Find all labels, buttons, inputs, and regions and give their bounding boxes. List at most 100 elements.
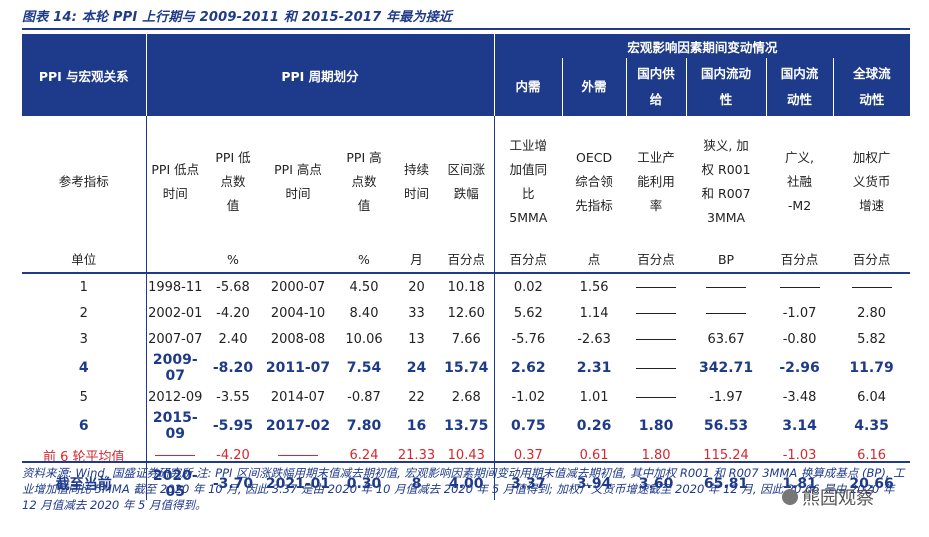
table-row: 4 2009-07 -8.20 2011-07 7.54 24 15.74 2.62 2.31 3… <box>22 352 910 384</box>
indicator-col-line: 点数 <box>351 174 377 189</box>
row-label: 5 <box>79 389 88 405</box>
macro-col-header-line: 动性 <box>859 92 885 107</box>
macro-col-header: 国内流动性 <box>765 58 834 116</box>
unit-cell: 百分点 <box>833 248 911 274</box>
table-row: 截至当前 2020-05 -3.70 2021-01 0.30 8 4.00 3.37 3.94… <box>22 468 910 500</box>
indicator-col-line: 5MMA <box>509 210 548 225</box>
row-label: 4 <box>78 360 89 376</box>
table-cell: 65.81 <box>703 476 749 492</box>
indicator-col-line: 综合领 <box>575 174 613 189</box>
macro-col-header-line: 动性 <box>787 92 813 107</box>
unit-cell: 点 <box>562 248 627 274</box>
unit-cell: 百分点 <box>766 248 834 274</box>
table-cell <box>766 273 833 300</box>
indicator-col-line: 社融 <box>787 174 813 189</box>
table-cell: 1.81 <box>782 476 817 492</box>
table-row: 5 2012-09 -3.55 2014-07 -0.87 22 2.68 -1.02 1.01… <box>22 384 910 410</box>
macro-col-header: 内需 <box>493 58 563 116</box>
table-cell: 0.37 <box>493 442 563 468</box>
table-cell: -0.87 <box>347 389 381 405</box>
table-cell: 6.24 <box>349 447 379 463</box>
watermark: 熊园观察 <box>782 484 874 510</box>
indicator-col-line: 比 <box>522 186 535 201</box>
table-cell: 2004-10 <box>270 305 326 321</box>
table-cell <box>262 442 334 468</box>
table-cell: 56.53 <box>703 418 749 434</box>
table-cell: 63.67 <box>707 331 745 347</box>
dash-mark <box>278 454 318 456</box>
table-cell: -1.97 <box>709 389 743 405</box>
table-cell: 21.33 <box>397 447 436 463</box>
unit-cell: BP <box>686 248 767 274</box>
indicator-col-line: PPI 低点 <box>151 162 200 177</box>
table-cell: 2002-01 <box>145 300 204 326</box>
table-cell: 8 <box>411 476 422 492</box>
table-cell <box>686 273 766 300</box>
table-cell: 5.82 <box>857 331 887 347</box>
table-cell: 1.80 <box>641 447 671 463</box>
table-cell: 0.75 <box>493 410 563 442</box>
indicator-col: 工业产 能利用率 <box>626 116 687 248</box>
unit-cell: 百分点 <box>626 248 687 274</box>
dash-mark <box>155 454 196 456</box>
table-cell: 0.26 <box>576 418 612 434</box>
indicator-col-line: 工业增 <box>509 138 548 153</box>
macro-col-header-line: 全球流 <box>853 66 891 81</box>
table-cell: 4.00 <box>449 476 484 492</box>
table-cell <box>626 273 686 300</box>
table-cell: -3.70 <box>212 476 254 492</box>
table-cell: 20 <box>408 279 425 295</box>
wechat-icon <box>782 489 798 505</box>
indicator-col-line: 时间 <box>403 186 429 201</box>
table-cell: 0.02 <box>493 273 563 300</box>
table-row: 3 2007-07 2.40 2008-08 10.06 13 7.66 -5.76 -2.63… <box>22 326 910 352</box>
indicator-col-line: 值 <box>357 198 371 213</box>
dash-mark <box>636 396 677 398</box>
table-cell <box>626 300 686 326</box>
table-cell: 2009-07 <box>145 352 204 384</box>
table-cell: -8.20 <box>212 360 254 376</box>
table-cell: 20.66 <box>849 476 894 492</box>
table-cell: 22 <box>408 389 425 405</box>
indicator-col-line: 值 <box>226 198 240 213</box>
indicator-col: OECD 综合领 先指标 <box>562 116 627 248</box>
dash-mark <box>636 286 677 288</box>
macro-col-header: 全球流 动性 <box>832 58 911 116</box>
table-cell <box>626 352 686 384</box>
header-macro-factors: 宏观影响因素期间变动情况 <box>493 34 911 58</box>
indicator-col-line: 时间 <box>162 186 188 201</box>
table-cell: 10.18 <box>447 279 485 295</box>
table-cell: 3.14 <box>782 418 817 434</box>
table-cell: -4.20 <box>216 447 250 463</box>
macro-col-header: 国内流动性 <box>685 58 767 116</box>
indicator-col: PPI 高点 时间 <box>262 116 334 248</box>
indicator-col-line: 和 R007 <box>701 186 751 201</box>
table-cell <box>626 384 686 410</box>
unit-cell: 百分点 <box>439 248 495 274</box>
table-cell: 8.40 <box>349 305 379 321</box>
indicator-col: 狭义, 加权 R001 和 R007 3MMA <box>686 116 767 248</box>
table-cell: 7.54 <box>346 360 382 376</box>
row-label: 前 6 轮平均值 <box>42 449 125 465</box>
table-cell: 3.37 <box>493 468 563 500</box>
macro-col-header: 外需 <box>561 58 627 116</box>
indicator-col-line: 增速 <box>859 198 885 213</box>
indicator-col: 广义, 社融 -M2 <box>766 116 834 248</box>
table-cell: 3.60 <box>638 476 674 492</box>
indicator-col-line: 时间 <box>285 186 311 201</box>
table-cell: 2.68 <box>451 389 481 405</box>
table-cell: -3.48 <box>782 389 817 405</box>
unit-cell: % <box>334 248 394 274</box>
table-cell: -5.95 <box>212 418 254 434</box>
indicator-col-line: 先指标 <box>575 198 613 213</box>
indicator-col-line: 狭义, 加 <box>703 138 749 153</box>
table-cell: 3.94 <box>576 476 612 492</box>
table-cell: 2.80 <box>857 305 887 321</box>
indicator-col-line: -M2 <box>787 198 812 213</box>
indicator-col-line: PPI 高点 <box>274 162 322 177</box>
table-cell <box>686 300 766 326</box>
table-cell: 6.16 <box>857 447 887 463</box>
dash-mark <box>636 367 677 369</box>
macro-col-header-line: 国内供 <box>637 66 675 81</box>
indicator-col-line: 广义, <box>785 150 815 165</box>
